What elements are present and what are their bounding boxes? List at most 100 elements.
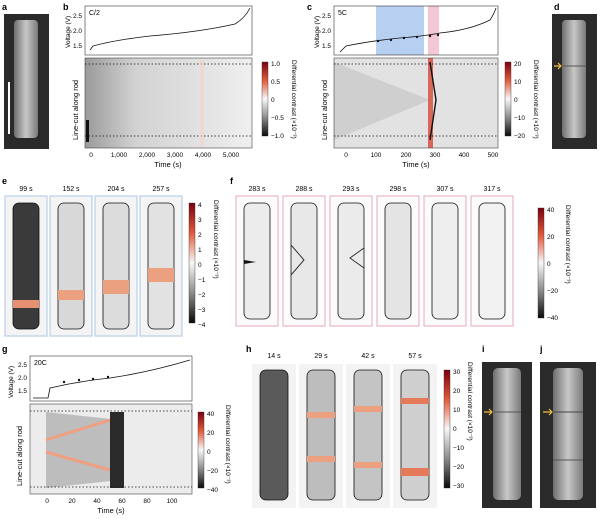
cbar-b-2: 0 — [271, 97, 275, 104]
cbar-c-4: −20 — [514, 133, 525, 140]
voltage-plot-c: 5C 2.5 2.0 1.5 Voltage (V) — [314, 5, 499, 56]
colorbar-f: 40 20 0 −20 −40 Differential contrast (×… — [537, 205, 571, 322]
ytick-c-2: 1.5 — [322, 43, 331, 50]
xtick-b-1: 1,000 — [111, 152, 128, 159]
xtick-g-1: 20 — [68, 498, 76, 505]
time-f-4: 307 s — [436, 186, 454, 193]
cbar-e-4: 0 — [198, 262, 202, 269]
panel-letter-b: b — [63, 2, 69, 12]
cbar-f-1: 20 — [547, 234, 555, 241]
time-h-3: 57 s — [408, 353, 422, 360]
cbar-c-0: 20 — [514, 61, 522, 68]
xtick-c-5: 500 — [488, 152, 499, 159]
time-f-2: 293 s — [342, 186, 360, 193]
frames-e: 99 s 152 s 204 s 257 s — [4, 186, 183, 337]
cbar-e-7: −3 — [198, 307, 206, 314]
ylabel-bottom-c: Line-cut along rod — [320, 80, 329, 140]
cbar-e-1: 3 — [198, 217, 202, 224]
kymograph-g: Line-cut along rod 0 20 40 60 80 100 Tim… — [15, 403, 193, 515]
cbar-h-6: −30 — [453, 483, 464, 490]
ytick-c-1: 2.0 — [322, 28, 331, 35]
panel-letter-j: j — [539, 344, 543, 354]
panel-letter-c: c — [307, 2, 312, 12]
panel-letter-f: f — [230, 176, 234, 186]
time-e-2: 204 s — [107, 186, 125, 193]
colorbar-b: 1.0 0.5 0 −0.5 −1.0 Differential contras… — [261, 60, 297, 140]
rod-a — [14, 20, 38, 138]
cbar-e-5: −1 — [198, 277, 206, 284]
cbar-b-3: −0.5 — [271, 115, 284, 122]
panel-letter-h: h — [246, 344, 252, 354]
cbar-c-1: 10 — [514, 79, 522, 86]
frames-h: 14 s 29 s 42 s 57 s — [252, 353, 437, 508]
rate-label-c: 5C — [338, 10, 347, 17]
cbar-b-4: −1.0 — [271, 133, 284, 140]
cbar-e-6: −2 — [198, 292, 206, 299]
xtick-g-2: 40 — [93, 498, 101, 505]
xtick-c-3: 300 — [430, 152, 441, 159]
time-f-5: 317 s — [483, 186, 501, 193]
xtick-b-2: 2,000 — [139, 152, 156, 159]
cbar-h-2: 10 — [453, 407, 461, 414]
xtick-g-3: 60 — [118, 498, 126, 505]
panel-letter-i: i — [482, 344, 485, 354]
time-f-0: 283 s — [248, 186, 266, 193]
xtick-g-4: 80 — [143, 498, 151, 505]
cbar-f-4: −40 — [547, 315, 558, 322]
cbar-label-g: Differential contrast (×10⁻³) — [224, 405, 231, 484]
time-h-2: 42 s — [361, 353, 375, 360]
rod-d — [562, 20, 586, 138]
arrow-icon-d — [554, 62, 562, 70]
cbar-b-1: 0.5 — [271, 79, 280, 86]
cbar-e-0: 4 — [198, 202, 202, 209]
rod-j — [553, 368, 583, 500]
ytick-c-0: 2.5 — [322, 13, 331, 20]
cbar-h-1: 20 — [453, 388, 461, 395]
time-e-0: 99 s — [19, 186, 33, 193]
cbar-c-2: 0 — [514, 97, 518, 104]
kymograph-b: Line-cut along rod 0 1,000 2,000 3,000 4… — [71, 57, 253, 169]
ytick-b-1: 2.0 — [73, 28, 82, 35]
panel-letter-d: d — [554, 2, 560, 12]
cbar-e-8: −4 — [198, 322, 206, 329]
cbar-h-5: −20 — [453, 464, 464, 471]
time-e-3: 257 s — [152, 186, 170, 193]
cbar-e-3: 1 — [198, 247, 202, 254]
cbar-h-4: −10 — [453, 445, 464, 452]
cbar-label-c: Differential contrast (×10⁻³) — [532, 60, 539, 139]
rate-label-g: 20C — [34, 360, 47, 367]
cbar-e-2: 2 — [198, 232, 202, 239]
cbar-g-1: 20 — [207, 430, 215, 437]
rate-label-b: C/2 — [89, 10, 100, 17]
ytick-g-0: 2.5 — [18, 362, 27, 369]
time-e-1: 152 s — [62, 186, 80, 193]
ytick-b-0: 2.5 — [73, 13, 82, 20]
cbar-g-2: 0 — [207, 449, 211, 456]
xtick-c-4: 400 — [459, 152, 470, 159]
cbar-f-3: −20 — [547, 288, 558, 295]
xtick-b-3: 3,000 — [167, 152, 184, 159]
ytick-g-2: 1.5 — [18, 388, 27, 395]
time-f-1: 288 s — [295, 186, 313, 193]
cbar-g-0: 40 — [207, 411, 215, 418]
voltage-plot-b: C/2 2.5 2.0 1.5 Voltage (V) — [65, 5, 253, 56]
ytick-b-2: 1.5 — [73, 43, 82, 50]
kymograph-c: Line-cut along rod 0 100 200 300 400 500… — [320, 57, 499, 169]
colorbar-c: 20 10 0 −10 −20 Differential contrast (×… — [504, 60, 539, 140]
panel-letter-a: a — [2, 2, 8, 12]
ylabel-bottom-b: Line-cut along rod — [71, 80, 80, 140]
arrow-icon-i — [484, 408, 493, 416]
xtick-b-0: 0 — [89, 152, 93, 159]
xtick-c-0: 0 — [344, 152, 348, 159]
cbar-c-3: −10 — [514, 115, 525, 122]
ylabel-top-g: Voltage (V) — [8, 366, 15, 398]
xtick-c-2: 200 — [401, 152, 412, 159]
xlabel-c: Time (s) — [402, 160, 430, 169]
colorbar-h: 30 20 10 0 −10 −20 −30 Differential cont… — [443, 362, 473, 490]
frames-f: 283 s 288 s 293 s 298 s 307 s 317 s — [235, 186, 514, 327]
ylabel-top-b: Voltage (V) — [65, 16, 72, 48]
cbar-label-e: Differential contrast (×10⁻³) — [212, 200, 219, 279]
voltage-plot-g: 20C 2.5 2.0 1.5 Voltage (V) — [8, 355, 193, 402]
time-f-3: 298 s — [389, 186, 407, 193]
